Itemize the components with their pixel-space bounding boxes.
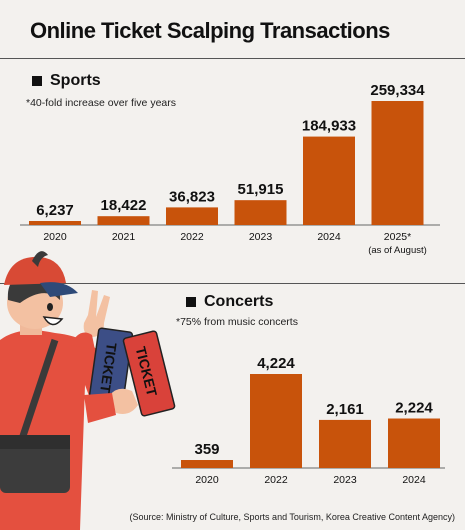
- value-label-2020: 6,237: [36, 202, 74, 219]
- bar-2020: [181, 460, 233, 468]
- value-label-2025*: 259,334: [370, 82, 425, 99]
- bar-2023: [319, 419, 371, 468]
- tick-sublabel-2025*: (as of August): [368, 245, 427, 256]
- tick-label-2021: 2021: [112, 231, 136, 243]
- bar-2025*: [371, 101, 424, 225]
- sports-section-title: Sports: [32, 72, 101, 90]
- value-label-2022: 36,823: [169, 188, 215, 205]
- bar-2024: [303, 136, 355, 225]
- tick-label-2024: 2024: [402, 474, 426, 486]
- tick-label-2020: 2020: [43, 231, 67, 243]
- value-label-2023: 51,915: [238, 181, 284, 198]
- bar-2021: [97, 216, 150, 225]
- bar-2020: [29, 221, 81, 225]
- bullet-square-icon: [32, 76, 42, 86]
- sports-annotation: *40-fold increase over five years: [26, 97, 176, 109]
- sports-title-text: Sports: [50, 72, 101, 89]
- bar-2023: [234, 200, 287, 225]
- bullet-square-icon: [186, 297, 196, 307]
- divider-top: [0, 58, 465, 59]
- bar-2024: [388, 418, 440, 468]
- value-label-2022: 4,224: [257, 355, 295, 372]
- concerts-annotation: *75% from music concerts: [176, 316, 298, 328]
- tick-label-2023: 2023: [333, 474, 357, 486]
- bar-2022: [166, 207, 218, 225]
- value-label-2024: 184,933: [302, 118, 356, 135]
- tick-label-2023: 2023: [249, 231, 273, 243]
- concerts-title-text: Concerts: [204, 293, 274, 310]
- tick-label-2022: 2022: [180, 231, 204, 243]
- value-label-2024: 2,224: [395, 400, 433, 417]
- sports-bar-chart: 6,237 2020 18,422 2021 36,823 2022 51,915 2023 1…: [20, 82, 440, 256]
- concerts-section-title: Concerts: [186, 293, 273, 311]
- divider-middle: [0, 283, 465, 284]
- page-title: Online Ticket Scalping Transactions: [30, 18, 390, 43]
- source-note: (Source: Ministry of Culture, Sports and…: [129, 512, 455, 522]
- tick-label-2020: 2020: [195, 474, 219, 486]
- person-holding-tickets-illustration: TICKET TICKET: [0, 251, 176, 530]
- tick-label-2025*: 2025*: [384, 231, 411, 243]
- tick-label-2024: 2024: [317, 231, 341, 243]
- ticket-blue-text: TICKET: [97, 342, 120, 395]
- tick-label-2022: 2022: [264, 474, 288, 486]
- value-label-2023: 2,161: [326, 401, 364, 418]
- bar-2022: [250, 374, 302, 468]
- value-label-2020: 359: [194, 441, 219, 458]
- concerts-bar-chart: 359 2020 4,224 2022 2,161 2023 2,224 2024: [172, 355, 445, 486]
- value-label-2021: 18,422: [101, 197, 147, 214]
